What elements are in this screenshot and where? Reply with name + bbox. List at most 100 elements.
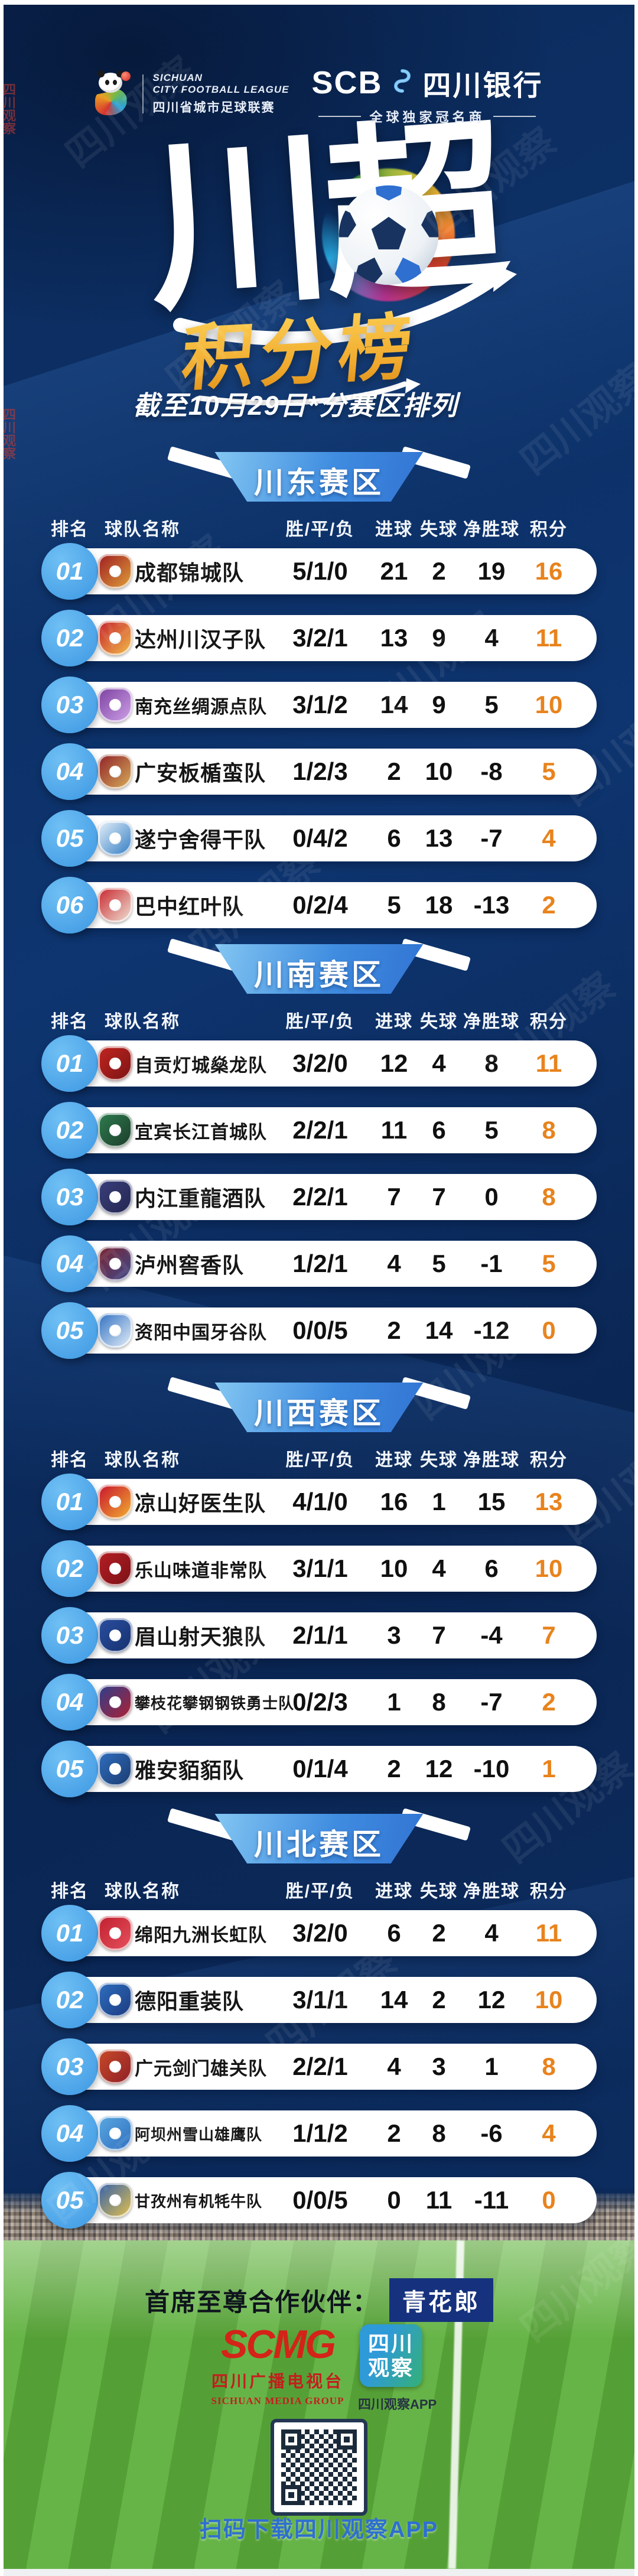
- goal-difference: -12: [473, 1316, 510, 1344]
- qr-pattern: [281, 2429, 357, 2505]
- division-badge: 川南赛区: [167, 938, 471, 994]
- row-pill: [59, 1546, 597, 1592]
- scmg-abbr: SCMG: [221, 2322, 336, 2367]
- team-name: 泸州窖香队: [135, 1253, 245, 1277]
- team-row: 01 自贡灯城燊龙队 3/2/0 12 4 8 11: [41, 1035, 597, 1092]
- crest-ball-icon: [109, 699, 121, 711]
- team-logo-icon: [98, 1983, 132, 2017]
- red-ball-icon: [121, 71, 131, 81]
- column-headers: 排名 球队名称 胜/平/负 进球 失球 净胜球 积分: [41, 1445, 597, 1470]
- goal-difference: -11: [474, 2186, 509, 2214]
- rank-badge: 02: [41, 610, 98, 666]
- rank-badge: 05: [41, 1302, 98, 1359]
- win-draw-loss: 2/2/1: [292, 1116, 348, 1144]
- goals-against: 2: [432, 1986, 446, 2014]
- crest-ball-icon: [109, 2194, 121, 2206]
- row-pill: [59, 1746, 597, 1792]
- column-header: 失球: [420, 520, 458, 539]
- team-logo-icon: [98, 1618, 132, 1653]
- goals-against: 2: [432, 1919, 446, 1947]
- column-header: 球队名称: [105, 520, 180, 539]
- goals-for: 2: [387, 2119, 401, 2147]
- goals-against: 8: [432, 2119, 446, 2147]
- team-logo-icon: [98, 554, 132, 588]
- goal-difference: -1: [480, 1250, 503, 1277]
- team-row: 02 德阳重装队 3/1/1 14 2 12 10: [41, 1972, 597, 2028]
- team-logo-icon: [98, 1685, 132, 1719]
- header: SICHUAN CITY FOOTBALL LEAGUE 四川省城市足球联赛 S…: [0, 62, 638, 126]
- points: 11: [535, 1049, 562, 1077]
- team-logo-icon: [98, 688, 132, 722]
- goals-against: 7: [432, 1183, 446, 1211]
- crest-ball-icon: [109, 1994, 121, 2006]
- goals-for: 0: [387, 2186, 401, 2214]
- sponsor-wordmark: SCB 四川银行: [311, 62, 543, 103]
- rank-badge: 04: [41, 1235, 98, 1292]
- goals-against: 4: [432, 1554, 446, 1582]
- points: 2: [542, 1688, 556, 1716]
- team-name: 成都锦城队: [135, 561, 245, 585]
- points: 4: [542, 824, 556, 852]
- points: 8: [542, 1116, 556, 1144]
- goals-for: 2: [387, 757, 401, 785]
- team-logo-icon: [98, 1113, 132, 1147]
- win-draw-loss: 0/0/5: [292, 2186, 348, 2214]
- win-draw-loss: 2/2/1: [292, 1183, 348, 1211]
- goal-difference: 1: [484, 2053, 499, 2080]
- team-row: 02 达州川汉子队 3/2/1 13 9 4 11: [41, 610, 597, 666]
- column-header: 进球: [375, 1882, 413, 1901]
- column-header: 排名: [51, 520, 89, 539]
- win-draw-loss: 4/1/0: [292, 1488, 348, 1515]
- rank-badge: 01: [41, 1474, 98, 1530]
- column-headers: 排名 球队名称 胜/平/负 进球 失球 净胜球 积分: [41, 1007, 597, 1032]
- column-headers: 排名 球队名称 胜/平/负 进球 失球 净胜球 积分: [41, 515, 597, 539]
- goal-difference: 4: [484, 624, 499, 652]
- column-header: 净胜球: [463, 520, 520, 539]
- bank-name: 四川银行: [422, 70, 543, 102]
- team-row: 05 资阳中国牙谷队 0/0/5 2 14 -12 0: [41, 1302, 597, 1359]
- rank-badge: 04: [41, 2105, 98, 2162]
- badge-shape: [214, 1383, 424, 1432]
- team-name: 雅安貊貊队: [135, 1758, 245, 1783]
- team-logo-icon: [98, 1180, 132, 1214]
- crest-ball-icon: [109, 632, 121, 644]
- column-header: 球队名称: [105, 1450, 180, 1470]
- team-logo-icon: [98, 888, 132, 922]
- column-header: 净胜球: [463, 1882, 520, 1901]
- team-name: 自贡灯城燊龙队: [135, 1055, 267, 1076]
- panda-head-icon: [97, 70, 123, 93]
- team-logo-icon: [98, 1916, 132, 1950]
- division-badge: 川西赛区: [167, 1377, 471, 1432]
- qr-finder-icon: [281, 2429, 301, 2450]
- team-logo-icon: [98, 1046, 132, 1081]
- win-draw-loss: 3/1/1: [292, 1554, 348, 1582]
- points: 10: [535, 1986, 563, 2014]
- points: 1: [542, 1755, 556, 1783]
- team-logo-icon: [98, 2183, 132, 2217]
- goal-difference: 0: [484, 1183, 499, 1211]
- badge-shape: [214, 1814, 424, 1863]
- rank-badge: 03: [41, 1169, 98, 1225]
- column-header: 排名: [51, 1882, 89, 1901]
- row-pill: [59, 749, 597, 795]
- crest-ball-icon: [109, 1058, 121, 1069]
- win-draw-loss: 0/4/2: [292, 824, 348, 852]
- panda-football-icon: [95, 70, 133, 116]
- football-icon: [338, 184, 440, 286]
- badge-shape: [214, 944, 424, 994]
- team-logo-icon: [98, 621, 132, 655]
- qr-code: [271, 2419, 367, 2516]
- team-row: 03 南充丝绸源点队 3/1/2 14 9 5 10: [41, 676, 597, 733]
- underline-swoosh: [197, 378, 421, 406]
- column-header: 净胜球: [463, 1012, 520, 1032]
- background-shade: [0, 0, 591, 354]
- row-pill: [59, 1107, 597, 1153]
- team-logo-icon: [98, 1485, 132, 1519]
- points: 8: [542, 1183, 556, 1211]
- rank-badge: 04: [41, 743, 98, 800]
- division-rows: 01 绵阳九洲长虹队 3/2/0 6 2 4 11 02 德阳重装队 3/1/1…: [41, 1905, 597, 2229]
- row-pill: [59, 1910, 597, 1956]
- column-header: 排名: [51, 1012, 89, 1032]
- points: 8: [542, 2053, 556, 2080]
